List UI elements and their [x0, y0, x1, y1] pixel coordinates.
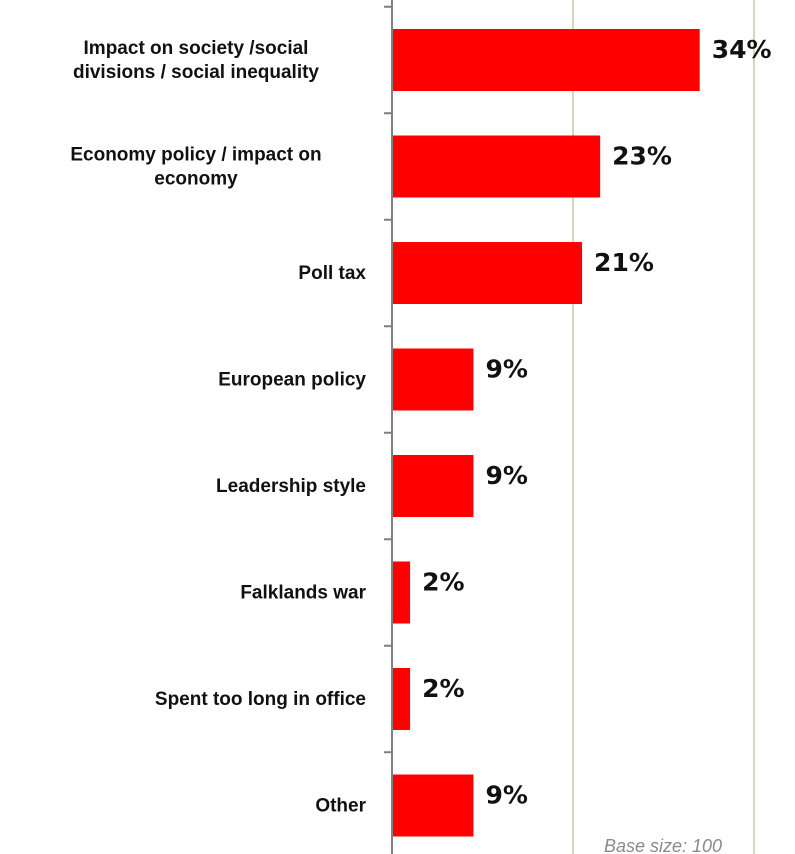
category-labels: Impact on society /social divisions / soc… [70, 38, 366, 817]
bar-2 [392, 135, 601, 198]
value-label-2: 23% [612, 142, 672, 171]
category-label-8: Other [315, 796, 366, 817]
y-axis [384, 0, 393, 854]
category-label-2: Economy policy / impact on economy [70, 145, 321, 190]
value-label-1: 34% [712, 35, 772, 64]
value-label-5: 9% [485, 461, 527, 490]
value-label-7: 2% [422, 674, 464, 703]
bar-8 [392, 774, 474, 837]
value-label-6: 2% [422, 568, 464, 597]
value-label-3: 21% [594, 248, 654, 277]
bar-4 [392, 348, 474, 411]
category-label-3: Poll tax [298, 263, 366, 284]
bar-7 [392, 668, 411, 730]
bars [392, 29, 700, 837]
value-labels: 34% 23% 21% 9% 9% 2% 2% 9% [422, 35, 771, 810]
bar-3 [392, 242, 583, 304]
category-label-4: European policy [218, 370, 366, 391]
bar-1 [392, 29, 700, 91]
bar-6 [392, 561, 411, 624]
gridlines [572, 0, 755, 854]
category-label-6: Falklands war [240, 583, 366, 604]
bar-5 [392, 455, 474, 517]
category-label-5: Leadership style [216, 476, 366, 497]
category-label-1: Impact on society /social divisions / soc… [73, 38, 319, 83]
value-label-8: 9% [485, 781, 527, 810]
value-label-4: 9% [485, 355, 527, 384]
category-label-7: Spent too long in office [155, 689, 366, 710]
base-size-note: Base size: 100 [604, 836, 722, 854]
